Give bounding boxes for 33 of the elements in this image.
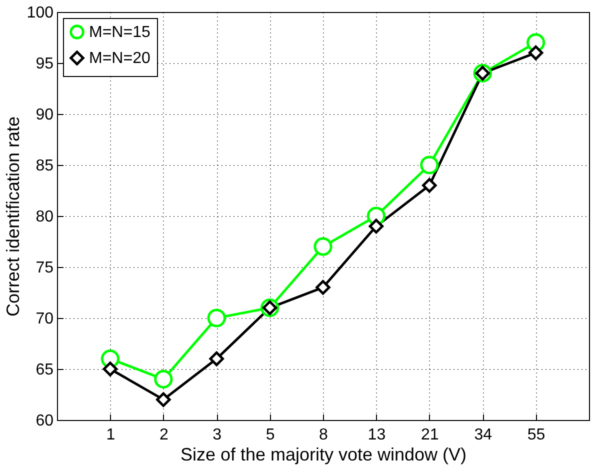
point <box>209 351 224 366</box>
y-tick-label: 60 <box>36 412 54 430</box>
point <box>102 362 118 376</box>
y-tick-label: 100 <box>26 4 54 22</box>
legend-label: M=N=15 <box>89 24 150 41</box>
legend-label: M=N=20 <box>89 50 150 67</box>
x-tick-label: 5 <box>266 426 275 444</box>
x-tick-label: 1 <box>106 426 116 444</box>
point <box>420 156 439 174</box>
x-tick-label: 13 <box>368 426 386 444</box>
y-tick-label: 90 <box>36 106 54 124</box>
x-tick-label: 8 <box>319 426 328 444</box>
point <box>316 280 330 295</box>
x-tick-label: 55 <box>527 426 546 444</box>
y-axis-title: Correct identification rate <box>2 116 23 317</box>
point <box>422 178 437 193</box>
point <box>368 218 384 234</box>
y-tick-label: 95 <box>36 56 54 72</box>
x-tick-label: 34 <box>474 426 492 444</box>
point <box>314 237 332 256</box>
y-tick-label: 65 <box>36 362 54 378</box>
x-axis-title: Size of the majority vote window (V) <box>180 444 467 464</box>
y-tick-label: 80 <box>36 208 54 226</box>
x-tick-label: 21 <box>421 426 439 444</box>
y-tick-label: 70 <box>36 310 54 328</box>
y-tick-label: 85 <box>36 158 54 174</box>
point <box>154 370 173 388</box>
point <box>528 45 544 60</box>
point <box>156 392 171 407</box>
x-tick-label: 3 <box>212 426 222 444</box>
y-tick-label: 75 <box>36 260 54 276</box>
point <box>207 308 226 328</box>
x-tick-label: 2 <box>159 426 168 444</box>
